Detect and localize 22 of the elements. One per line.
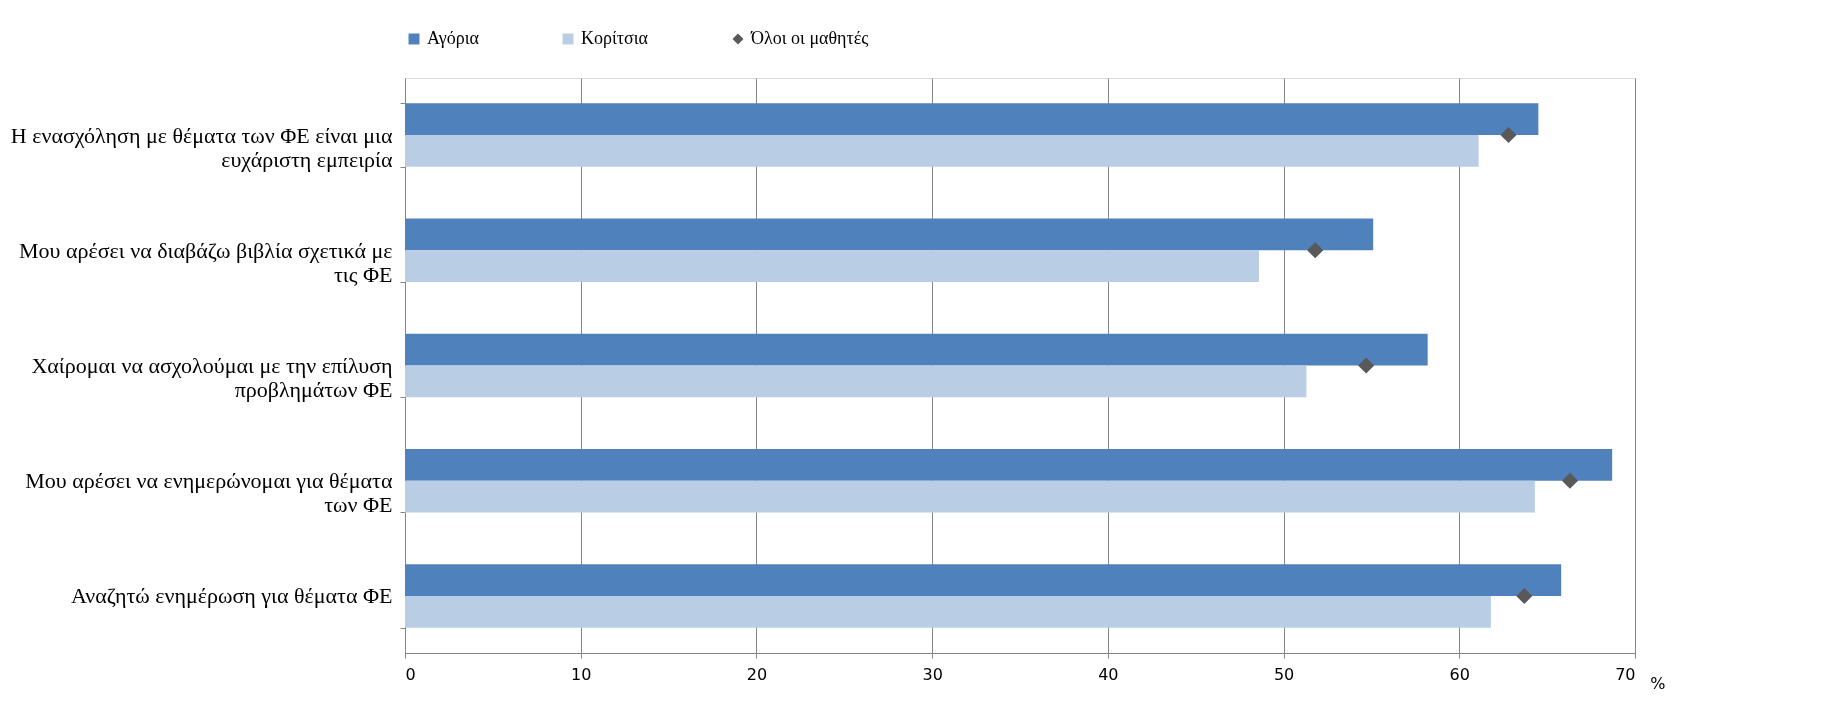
point: [1358, 357, 1375, 374]
x-tick-label: 60: [1449, 664, 1470, 684]
legend-label: Αγόρια: [427, 28, 480, 48]
point: [1561, 472, 1579, 489]
x-tick-label: 50: [1273, 664, 1295, 684]
legend-label: Κορίτσια: [581, 28, 649, 48]
x-tick-label: 40: [1098, 664, 1119, 684]
x-tick-label: 10: [571, 664, 592, 684]
x-tick-label: 0: [405, 664, 416, 684]
y-tick-label: Αναζητώ ενημέρωση για θέματα ΦΕ: [70, 583, 393, 609]
x-tick-label: 30: [922, 664, 943, 684]
x-axis-title: %: [1650, 673, 1666, 693]
point: [1500, 126, 1517, 144]
y-tick-label: Μου αρέσει να διαβάζω βιβλία σχετικά με τις ΦΕ: [18, 237, 393, 287]
legend-label: Όλοι οι μαθητές: [750, 28, 869, 48]
x-tick-label: 70: [1615, 664, 1636, 684]
y-tick-label: Χαίρομαι να ασχολούμαι με την επίλυση προβλημάτων ΦΕ: [31, 353, 393, 402]
point: [1307, 242, 1324, 259]
point: [1516, 587, 1533, 605]
y-tick-label: Η ενασχόληση με θέματα των ΦΕ είναι μια ευχάριστη εμπειρία: [10, 122, 393, 172]
x-tick-label: 20: [746, 664, 768, 684]
y-tick-label: Μου αρέσει να ενημερώνομαι για θέματα των ΦΕ: [25, 468, 393, 518]
